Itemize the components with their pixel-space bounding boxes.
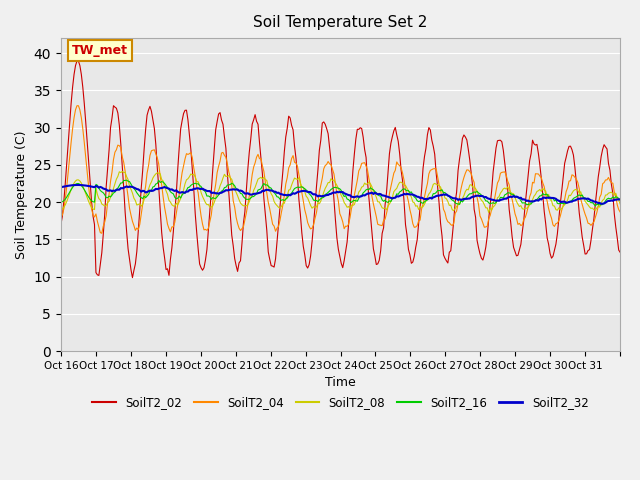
Line: SoilT2_04: SoilT2_04 [61, 106, 620, 233]
SoilT2_02 [129, 275, 136, 280]
Legend: SoilT2_02, SoilT2_04, SoilT2_08, SoilT2_16, SoilT2_32: SoilT2_02, SoilT2_04, SoilT2_08, SoilT2_… [88, 392, 593, 414]
Text: TW_met: TW_met [72, 44, 128, 57]
SoilT2_08 [346, 206, 354, 212]
SoilT2_04 [348, 205, 355, 211]
SoilT2_08 [93, 192, 101, 197]
SoilT2_16 [591, 203, 599, 209]
SoilT2_04 [616, 209, 624, 215]
SoilT2_08 [615, 197, 623, 203]
SoilT2_32 [597, 201, 605, 207]
SoilT2_32 [73, 182, 81, 188]
Line: SoilT2_16: SoilT2_16 [61, 180, 620, 206]
SoilT2_16 [615, 195, 623, 201]
SoilT2_02 [95, 273, 102, 278]
SoilT2_02 [57, 222, 65, 228]
SoilT2_16 [616, 197, 624, 203]
SoilT2_04 [98, 230, 106, 236]
SoilT2_04 [459, 180, 467, 185]
SoilT2_04 [615, 207, 623, 213]
SoilT2_04 [73, 103, 81, 108]
SoilT2_04 [57, 214, 65, 220]
SoilT2_32 [57, 184, 65, 190]
SoilT2_16 [93, 182, 101, 188]
SoilT2_32 [77, 182, 85, 188]
SoilT2_08 [57, 207, 65, 213]
SoilT2_16 [540, 192, 548, 198]
SoilT2_04 [542, 192, 550, 197]
SoilT2_08 [457, 197, 465, 203]
SoilT2_04 [95, 224, 102, 230]
X-axis label: Time: Time [325, 376, 356, 389]
SoilT2_16 [346, 198, 354, 204]
SoilT2_16 [76, 181, 84, 187]
Y-axis label: Soil Temperature (C): Soil Temperature (C) [15, 131, 28, 259]
SoilT2_16 [123, 177, 131, 183]
Line: SoilT2_02: SoilT2_02 [61, 61, 620, 277]
SoilT2_16 [57, 199, 65, 205]
SoilT2_02 [73, 58, 81, 64]
SoilT2_02 [348, 189, 355, 194]
SoilT2_02 [615, 247, 623, 253]
SoilT2_32 [615, 196, 623, 202]
SoilT2_32 [540, 195, 548, 201]
SoilT2_08 [118, 168, 126, 174]
SoilT2_08 [616, 201, 624, 207]
SoilT2_32 [95, 185, 102, 191]
Line: SoilT2_32: SoilT2_32 [61, 185, 620, 204]
Title: Soil Temperature Set 2: Soil Temperature Set 2 [253, 15, 428, 30]
SoilT2_08 [76, 178, 84, 184]
SoilT2_32 [457, 197, 465, 203]
SoilT2_08 [542, 188, 550, 194]
SoilT2_04 [77, 115, 85, 120]
SoilT2_02 [542, 221, 550, 227]
SoilT2_02 [459, 135, 467, 141]
Line: SoilT2_08: SoilT2_08 [61, 171, 620, 213]
SoilT2_02 [77, 72, 85, 77]
SoilT2_32 [346, 192, 354, 198]
SoilT2_08 [485, 210, 493, 216]
SoilT2_02 [616, 250, 624, 255]
SoilT2_32 [616, 197, 624, 203]
SoilT2_16 [457, 198, 465, 204]
